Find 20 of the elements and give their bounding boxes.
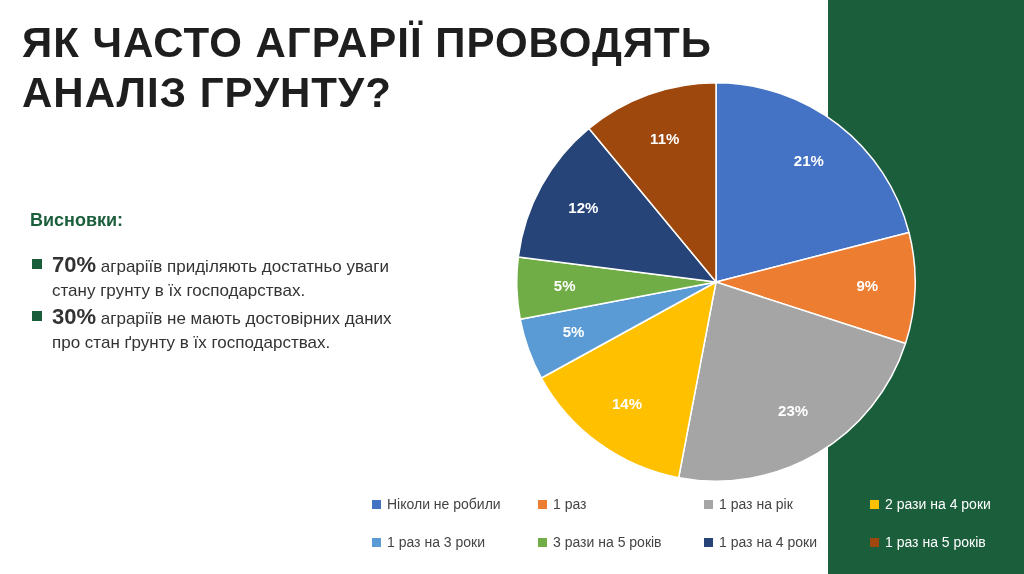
data-label: 5%	[562, 323, 585, 341]
data-label: 21%	[793, 152, 824, 170]
data-label: 14%	[611, 394, 643, 412]
chart-title: ЯК ЧАСТО АГРАРІЇ ПРОВОДЯТЬ АНАЛІЗ ГРУНТУ?	[22, 18, 713, 118]
data-label: 5%	[553, 276, 576, 294]
legend-label: 1 раз на рік	[719, 496, 793, 512]
data-label: 9%	[856, 276, 879, 294]
data-label: 23%	[778, 402, 809, 420]
legend-label: 1 раз	[553, 496, 587, 512]
text: Висновки:	[30, 210, 125, 231]
legend-label: 1 раз на 4 роки	[719, 534, 817, 550]
text: 70% аграріїв приділяють достатньо уваги стану грунту в їх господарствах.	[52, 252, 390, 300]
legend-label: 1 раз на 5 років	[885, 534, 986, 550]
data-label: 12%	[568, 199, 599, 217]
data-label: 11%	[650, 129, 680, 147]
text: 30% аграріїв не мають достовірних даних про стан ґрунту в їх господарствах.	[52, 304, 392, 352]
legend-label: Ніколи не робили	[387, 496, 501, 512]
legend-label: 3 рази на 5 років	[553, 534, 662, 550]
legend-label: 1 раз на 3 роки	[387, 534, 485, 550]
legend-label: 2 рази на 4 роки	[885, 496, 991, 512]
